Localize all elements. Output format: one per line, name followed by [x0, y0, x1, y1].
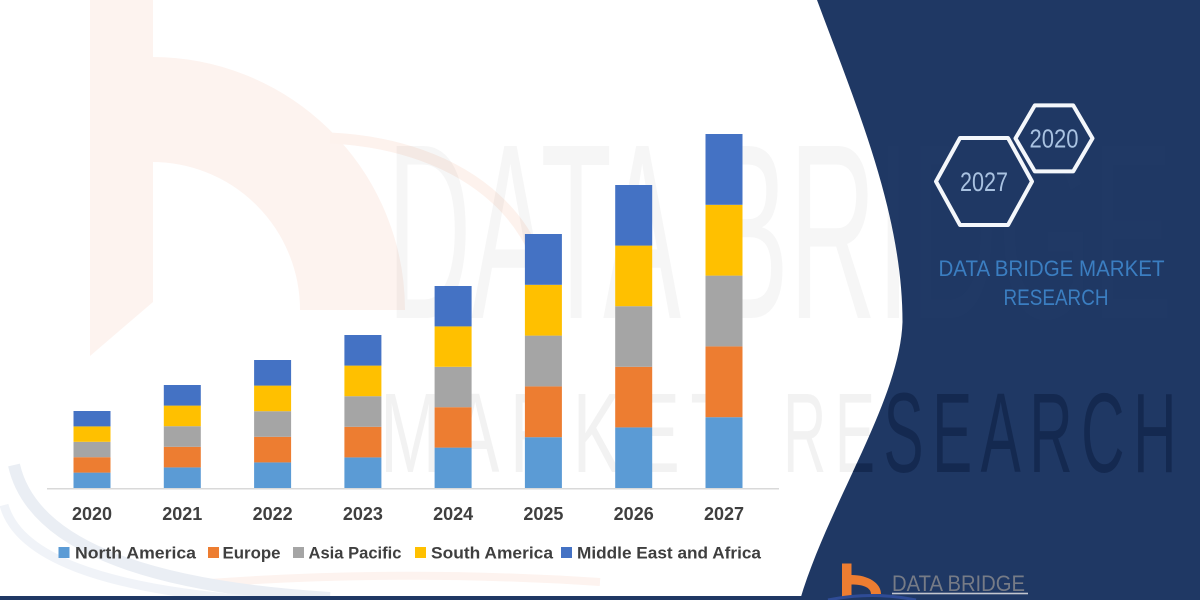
svg-text:2027: 2027 — [960, 167, 1008, 197]
svg-text:2020: 2020 — [72, 504, 112, 524]
svg-text:South America: South America — [431, 544, 554, 563]
svg-text:2022: 2022 — [253, 504, 293, 524]
svg-text:DATA BRIDGE: DATA BRIDGE — [892, 571, 1025, 596]
svg-text:2024: 2024 — [433, 504, 473, 524]
svg-text:2020: 2020 — [1030, 124, 1079, 154]
svg-text:2025: 2025 — [523, 504, 563, 524]
svg-text:Middle East and Africa: Middle East and Africa — [577, 544, 762, 563]
svg-text:DATA BRIDGE MARKET: DATA BRIDGE MARKET — [939, 256, 1165, 281]
svg-text:2021: 2021 — [162, 504, 202, 524]
svg-text:2027: 2027 — [704, 504, 744, 524]
svg-text:North America: North America — [75, 544, 197, 563]
svg-text:2026: 2026 — [614, 504, 654, 524]
svg-text:RESEARCH: RESEARCH — [1004, 285, 1109, 310]
svg-text:Europe: Europe — [223, 544, 281, 563]
svg-text:2023: 2023 — [343, 504, 383, 524]
svg-text:Asia Pacific: Asia Pacific — [309, 544, 402, 563]
